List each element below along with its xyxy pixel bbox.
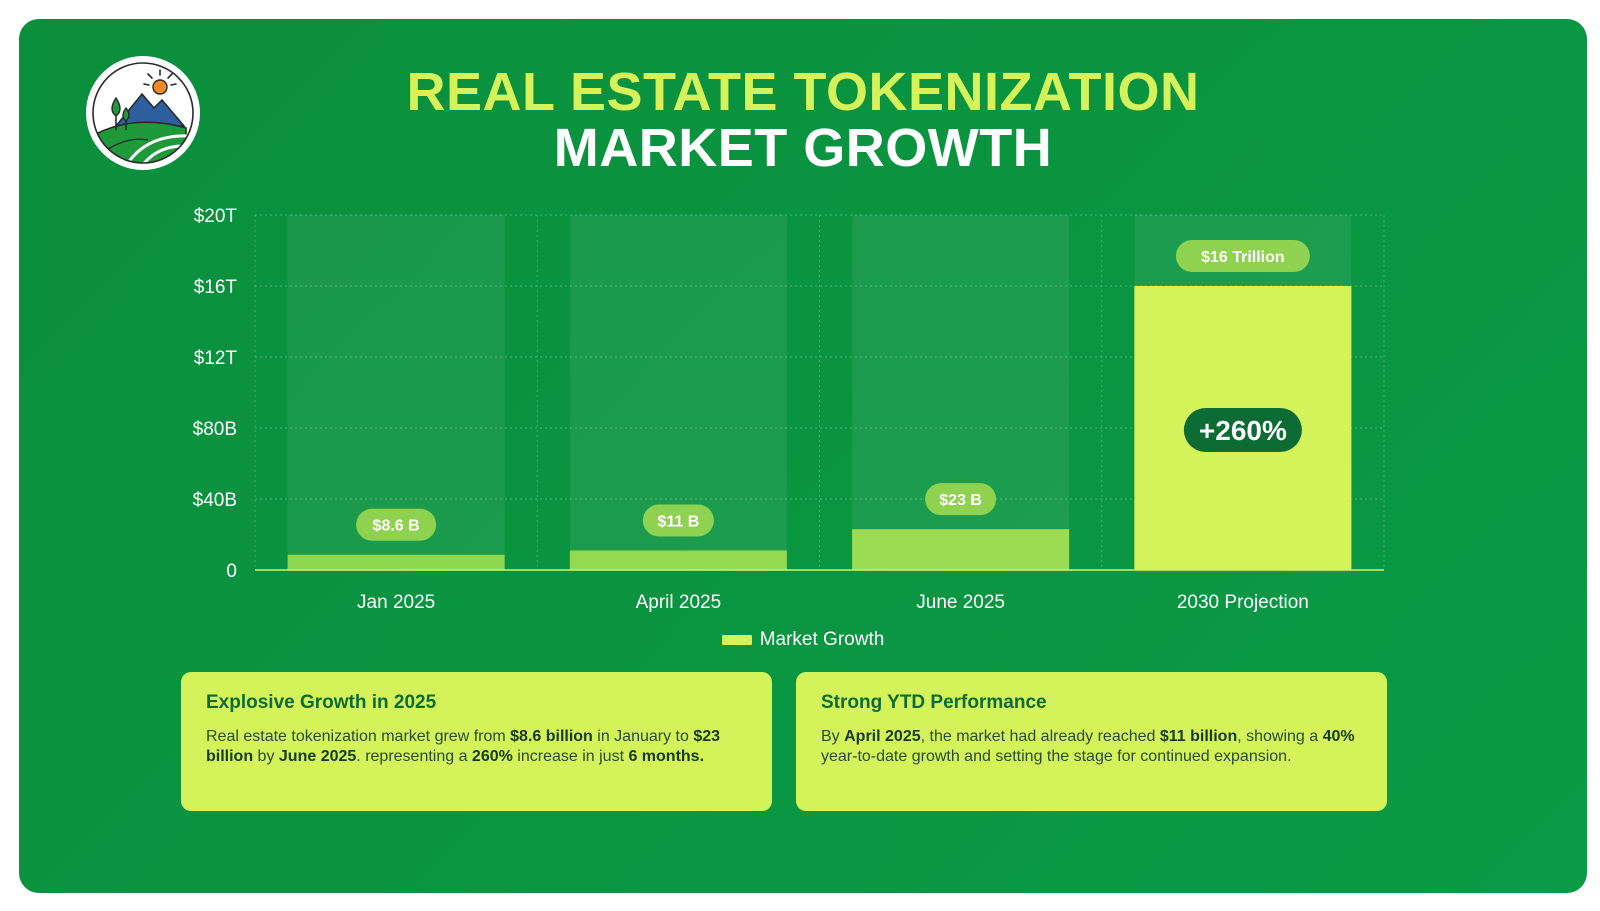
highlight-text: 6 months.: [628, 748, 705, 765]
highlight-text: $11 billion: [1159, 728, 1238, 745]
body-text: in January to: [592, 728, 694, 745]
bar-value-badge: [1175, 240, 1310, 272]
body-text: , showing a: [1237, 728, 1323, 745]
bar-value-label: $11 B: [657, 513, 699, 530]
highlight-text: June 2025: [278, 748, 357, 765]
highlight-text: $23 billion: [206, 728, 721, 765]
bar-value-badge: [356, 508, 437, 541]
brand-logo: [86, 56, 200, 170]
body-text: by: [253, 748, 279, 765]
body-text: increase in just: [512, 748, 629, 765]
bar: [852, 529, 1070, 570]
bar-value-badge: [642, 504, 714, 537]
x-tick-label: April 2025: [636, 592, 722, 613]
bar: [287, 554, 505, 570]
bar-background-column: [852, 215, 1070, 570]
y-tick-label: $12T: [194, 348, 238, 369]
legend-swatch: [721, 634, 752, 645]
bar: [569, 550, 787, 570]
chart-title-line-2: MARKET GROWTH: [553, 118, 1053, 178]
info-card-ytd-performance: Strong YTD Performance By April 2025, th…: [796, 672, 1387, 811]
info-card-title: Explosive Growth in 2025: [206, 692, 437, 713]
y-tick-label: $20T: [194, 206, 238, 227]
highlight-text: 40%: [1322, 728, 1355, 745]
highlight-text: April 2025: [844, 728, 921, 745]
highlight-text: 260%: [471, 748, 513, 765]
chart-title-line-1: REAL ESTATE TOKENIZATION: [406, 62, 1200, 122]
info-card-body: Real estate tokenization market grew fro…: [206, 727, 747, 767]
growth-percent-label: +260%: [1199, 415, 1287, 446]
body-text: Real estate tokenization market grew fro…: [206, 728, 511, 745]
legend-label: Market Growth: [759, 629, 885, 650]
landscape-logo-icon: [92, 62, 194, 164]
info-card-explosive-growth: Explosive Growth in 2025 Real estate tok…: [181, 672, 772, 811]
highlight-text: $8.6 billion: [510, 728, 593, 745]
body-text: year-to-date growth and setting the stag…: [821, 748, 1292, 765]
bar-value-badge: [925, 483, 997, 516]
x-tick-label: June 2025: [916, 592, 1005, 613]
y-tick-label: $16T: [194, 277, 238, 298]
body-text: By: [821, 728, 845, 745]
info-card-body: By April 2025, the market had already re…: [821, 727, 1362, 767]
body-text: . representing a: [356, 748, 472, 765]
info-card-title: Strong YTD Performance: [821, 692, 1047, 713]
bar-value-label: $8.6 B: [373, 518, 420, 535]
y-tick-label: 0: [226, 561, 237, 582]
infographic-card: REAL ESTATE TOKENIZATION MARKET GROWTH 0…: [19, 19, 1587, 893]
body-text: , the market had already reached: [920, 728, 1160, 745]
x-tick-label: Jan 2025: [357, 592, 435, 613]
chart-legend: Market Growth: [19, 629, 1587, 651]
bar-chart: 0 $40B $80B $12T $16T $20T $8.6 B Jan 2025 $11 B…: [193, 206, 1385, 613]
bar-value-label: $16 Trillion: [1201, 249, 1285, 266]
bar-value-label: $23 B: [939, 492, 982, 509]
x-tick-label: 2030 Projection: [1177, 592, 1309, 613]
y-tick-label: $40B: [193, 490, 237, 511]
growth-percent-badge: [1183, 408, 1302, 452]
y-tick-label: $80B: [193, 419, 237, 440]
